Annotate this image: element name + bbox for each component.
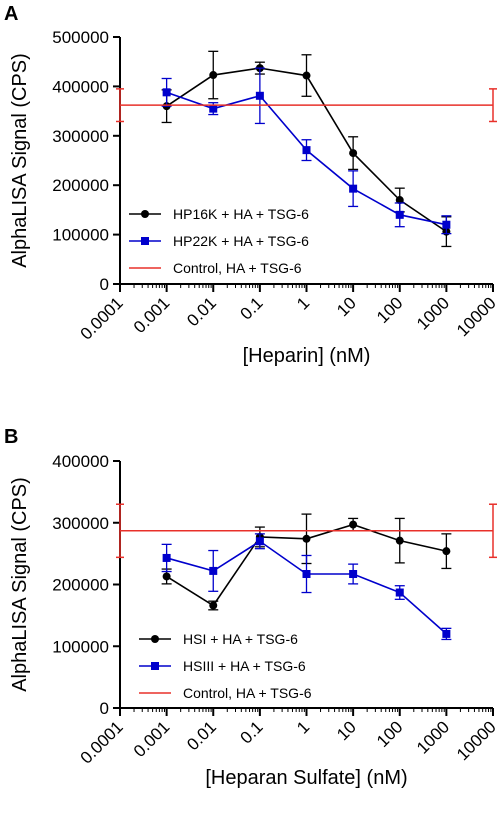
data-point-square: [162, 88, 171, 97]
x-tick-label: 0.01: [183, 717, 220, 754]
legend-label: HSI + HA + TSG-6: [183, 631, 298, 647]
y-tick-label: 300000: [52, 127, 109, 146]
x-tick-label: 10000: [453, 717, 498, 764]
data-point-square: [302, 570, 311, 579]
panel-letter: B: [4, 426, 18, 448]
data-point-circle: [349, 149, 358, 158]
data-point-square: [162, 553, 171, 562]
x-tick-label: 0.1: [237, 717, 267, 747]
y-tick-label: 100000: [52, 226, 109, 245]
x-axis-title: [Heparin] (nM): [243, 345, 371, 367]
data-point-circle: [209, 601, 218, 610]
x-tick-label: 10: [333, 717, 360, 744]
data-point-square: [442, 629, 451, 638]
data-point-square: [395, 210, 404, 219]
data-point-square: [395, 588, 404, 597]
legend-label: HSIII + HA + TSG-6: [183, 658, 306, 674]
y-tick-label: 0: [100, 699, 109, 718]
x-tick-label: 1: [293, 293, 313, 313]
y-tick-label: 0: [100, 275, 109, 294]
legend-swatch-square: [141, 237, 149, 245]
data-point-circle: [209, 71, 218, 80]
legend-swatch-circle: [151, 635, 159, 643]
data-point-circle: [395, 536, 404, 545]
x-tick-label: 10: [333, 293, 360, 320]
legend-swatch-circle: [141, 210, 149, 218]
legend-label: Control, HA + TSG-6: [173, 260, 302, 276]
legend-label: HP16K + HA + TSG-6: [173, 206, 309, 222]
data-point-circle: [349, 520, 358, 529]
data-point-square: [255, 537, 264, 546]
y-axis-title: AlphaLISA Signal (CPS): [9, 477, 31, 692]
data-point-circle: [302, 71, 311, 80]
x-tick-label: 10000: [453, 293, 498, 340]
x-tick-label: 100: [373, 717, 406, 750]
x-tick-label: 0.001: [130, 717, 174, 761]
data-point-circle: [302, 534, 311, 543]
y-tick-label: 500000: [52, 28, 109, 47]
y-tick-label: 100000: [52, 637, 109, 656]
y-tick-label: 400000: [52, 452, 109, 471]
x-tick-label: 0.1: [237, 293, 267, 323]
x-tick-label: 0.001: [130, 293, 174, 337]
x-tick-label: 1000: [413, 293, 453, 333]
x-tick-label: 100: [373, 293, 406, 326]
x-tick-label: 1000: [413, 717, 453, 757]
data-point-square: [349, 184, 358, 193]
data-point-square: [349, 570, 358, 579]
y-tick-label: 200000: [52, 176, 109, 195]
y-tick-label: 300000: [52, 514, 109, 533]
y-axis-title: AlphaLISA Signal (CPS): [9, 53, 31, 268]
x-tick-label: 1: [293, 717, 313, 737]
y-tick-label: 400000: [52, 77, 109, 96]
data-point-square: [209, 104, 218, 113]
panel-letter: A: [4, 3, 18, 25]
legend-swatch-square: [151, 662, 159, 670]
data-point-square: [302, 146, 311, 155]
legend-label: HP22K + HA + TSG-6: [173, 233, 309, 249]
data-point-circle: [162, 572, 171, 581]
data-point-square: [209, 566, 218, 575]
chart-panel-B: B 0 100000 200000 300000 400000 0.0001 0.001 0.0…: [4, 426, 498, 789]
x-tick-label: 0.0001: [77, 293, 127, 343]
data-point-square: [255, 91, 264, 100]
data-point-circle: [442, 547, 451, 556]
data-point-square: [442, 220, 451, 229]
x-tick-label: 0.0001: [77, 717, 127, 767]
x-tick-label: 0.01: [183, 293, 220, 330]
legend-label: Control, HA + TSG-6: [183, 685, 312, 701]
x-axis-title: [Heparan Sulfate] (nM): [205, 767, 407, 789]
data-point-circle: [395, 196, 404, 205]
y-tick-label: 200000: [52, 576, 109, 595]
